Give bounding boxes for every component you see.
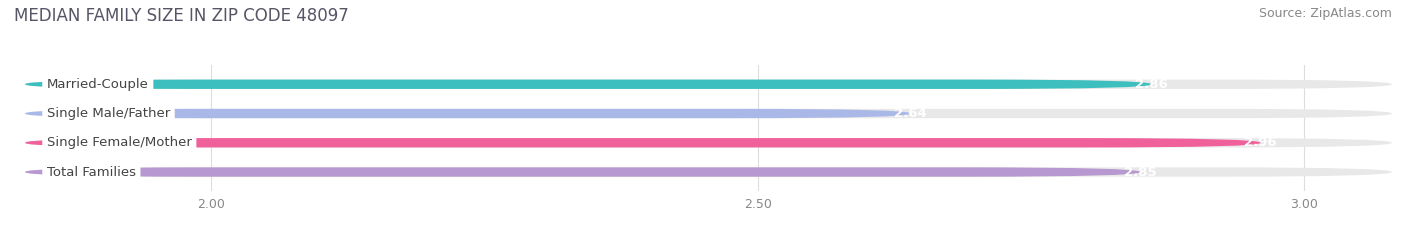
FancyBboxPatch shape [25,80,1152,89]
FancyBboxPatch shape [25,167,1140,177]
FancyBboxPatch shape [25,109,911,118]
Text: 2.96: 2.96 [1244,136,1277,149]
FancyBboxPatch shape [25,109,1392,118]
Text: Single Male/Father: Single Male/Father [46,107,170,120]
FancyBboxPatch shape [25,138,1392,147]
FancyBboxPatch shape [25,167,1392,177]
Text: Total Families: Total Families [46,165,136,178]
FancyBboxPatch shape [25,138,1261,147]
Text: 2.86: 2.86 [1135,78,1168,91]
Text: 2.64: 2.64 [894,107,927,120]
Text: MEDIAN FAMILY SIZE IN ZIP CODE 48097: MEDIAN FAMILY SIZE IN ZIP CODE 48097 [14,7,349,25]
Text: Single Female/Mother: Single Female/Mother [46,136,191,149]
FancyBboxPatch shape [25,80,1392,89]
Text: 2.85: 2.85 [1125,165,1157,178]
Text: Source: ZipAtlas.com: Source: ZipAtlas.com [1258,7,1392,20]
Text: Married-Couple: Married-Couple [46,78,149,91]
